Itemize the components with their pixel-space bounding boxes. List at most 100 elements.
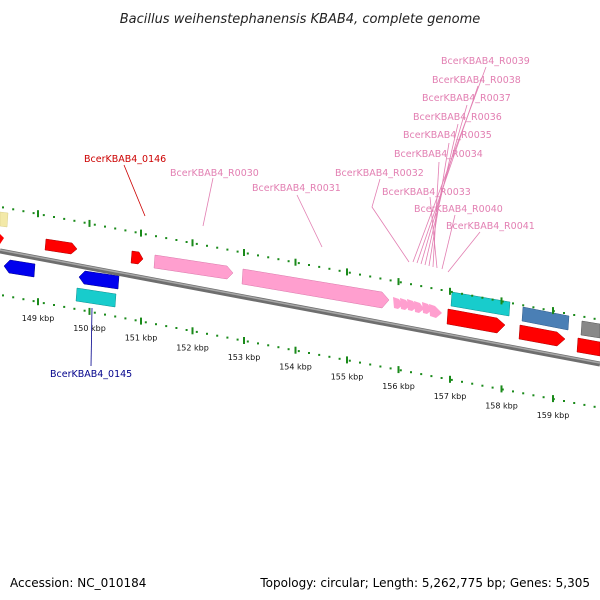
inner-track-dot <box>2 294 4 297</box>
inner-track-dot <box>73 307 76 310</box>
inner-track-dot <box>318 353 321 356</box>
outer-tick-track <box>2 206 596 320</box>
outer-track-dot <box>73 219 76 222</box>
outer-track-dot <box>328 267 331 270</box>
scale-tick-label: 150 kbp <box>73 324 106 333</box>
inner-major-tick <box>243 337 245 344</box>
inner-track-dot <box>491 386 494 389</box>
inner-track-dot <box>124 317 127 320</box>
inner-track-dot <box>134 319 137 322</box>
scale-tick-label: 153 kbp <box>228 353 261 362</box>
gene-red-2 <box>130 250 144 265</box>
outer-track-dot <box>144 233 147 236</box>
outer-major-tick <box>449 287 451 295</box>
scale-tick-label: 156 kbp <box>382 382 415 391</box>
inner-track-dot <box>12 296 15 299</box>
label-R0037: BcerKBAB4_R0037 <box>422 93 511 104</box>
outer-track-dot <box>93 223 96 226</box>
inner-track-dot <box>389 367 392 370</box>
outer-track-dot <box>379 277 382 280</box>
outer-major-tick <box>294 258 297 266</box>
outer-track-dot <box>12 208 15 211</box>
inner-track-dot <box>297 350 300 353</box>
inner-major-tick <box>191 327 194 335</box>
inner-track-dot <box>359 361 361 364</box>
gene-red-4 <box>518 324 566 347</box>
outer-track-dot <box>532 306 535 309</box>
outer-track-dot <box>583 315 586 318</box>
outer-track-dot <box>195 242 198 245</box>
inner-track-dot <box>440 377 443 379</box>
label-R0033: BcerKBAB4_R0033 <box>382 187 471 198</box>
label-R0040: BcerKBAB4_R0040 <box>414 204 503 215</box>
scale-tick-label: 157 kbp <box>434 392 467 401</box>
inner-track-dot <box>216 334 219 337</box>
inner-track-dot <box>93 311 96 314</box>
inner-track-dot <box>175 327 178 329</box>
outer-track-dot <box>134 231 137 234</box>
inner-track-dot <box>287 348 290 351</box>
inner-tick-track <box>2 294 596 408</box>
gene-red-partial <box>0 234 4 244</box>
outer-track-dot <box>420 285 423 288</box>
outer-track-dot <box>348 271 351 274</box>
inner-track-dot <box>461 380 463 383</box>
outer-track-dot <box>287 260 290 263</box>
outer-track-dot <box>277 258 280 261</box>
inner-track-dot <box>277 346 280 349</box>
inner-track-dot <box>328 355 331 358</box>
scale-tick-label: 151 kbp <box>125 334 158 343</box>
outer-track-dot <box>257 254 259 257</box>
outer-track-dot <box>297 262 300 265</box>
inner-track-dot <box>420 373 423 376</box>
label-R0039: BcerKBAB4_R0039 <box>441 56 530 67</box>
feature-track <box>0 211 600 357</box>
inner-track-dot <box>257 342 259 345</box>
gene-red-1 <box>44 238 78 255</box>
inner-track-dot <box>206 332 208 335</box>
inner-track-dot <box>185 329 188 331</box>
inner-track-dot <box>481 384 484 387</box>
scale-tick-label: 159 kbp <box>537 411 570 420</box>
rrna-pink-2 <box>241 268 390 309</box>
rrna-pink-1 <box>153 254 234 280</box>
outer-major-tick <box>191 239 194 247</box>
outer-major-tick <box>552 307 554 315</box>
gene-gray-partial <box>580 320 600 339</box>
inner-track-dot <box>410 371 412 374</box>
outer-track-dot <box>359 273 361 276</box>
inner-track-dot <box>32 300 35 303</box>
outer-track-dot <box>185 241 188 243</box>
outer-track-dot <box>2 206 4 209</box>
inner-track-dot <box>501 388 504 391</box>
outer-track-dot <box>410 283 412 286</box>
outer-track-dot <box>563 312 565 314</box>
inner-track-dot <box>308 352 310 354</box>
outer-track-dot <box>461 292 463 295</box>
inner-track-dot <box>104 313 106 316</box>
inner-track-dot <box>267 344 270 347</box>
inner-track-dot <box>379 365 382 368</box>
label-R0031: BcerKBAB4_R0031 <box>252 183 341 194</box>
label-R0035: BcerKBAB4_R0035 <box>403 130 492 141</box>
label-R0032: BcerKBAB4_R0032 <box>335 168 424 179</box>
outer-track-dot <box>338 269 341 272</box>
inner-track-dot <box>195 330 198 333</box>
inner-major-tick <box>397 366 400 374</box>
outer-track-dot <box>53 216 55 218</box>
label-connectors <box>90 66 487 367</box>
gene-cyan-2 <box>450 291 511 317</box>
inner-track-dot <box>246 340 249 343</box>
scale-labels: 149 kbp 150 kbp 151 kbp 152 kbp 153 kbp 154 k… <box>22 314 570 420</box>
outer-track-dot <box>522 304 525 307</box>
outer-track-dot <box>512 302 514 305</box>
outer-track-dot <box>369 275 372 278</box>
gene-cyan-1 <box>75 287 117 308</box>
outer-track-dot <box>42 214 45 217</box>
outer-track-dot <box>481 296 484 299</box>
outer-track-dot <box>573 314 576 316</box>
gene-blue-1 <box>3 259 36 278</box>
outer-track-dot <box>83 221 86 224</box>
outer-track-dot <box>124 229 127 232</box>
